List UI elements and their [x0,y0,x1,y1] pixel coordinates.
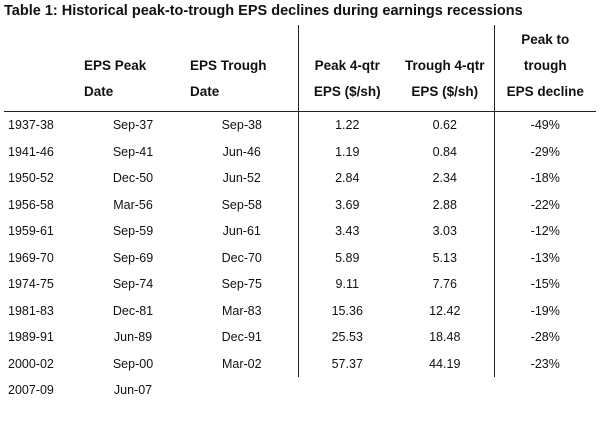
trough-date-cell: Jun-61 [186,218,299,245]
trough-eps-cell: 3.03 [396,218,495,245]
peak-date-cell: Dec-50 [112,171,154,186]
header-period [4,25,80,112]
trough-date-cell: Sep-75 [186,271,299,298]
decline-cell: -23% [530,356,560,371]
trough-eps-cell: 0.62 [396,111,495,139]
peak-date-cell: Sep-37 [112,118,154,133]
peak-date-cell: Dec-81 [112,303,154,318]
peak-eps-cell [298,377,396,404]
peak-eps-cell: 2.84 [335,171,360,186]
header-line: Peak to [521,32,570,47]
peak-eps-cell: 5.89 [335,250,360,265]
table-body: 1937-38 Sep-37 Sep-38 1.22 0.62 -49% 1941-46 Se… [4,111,596,404]
peak-eps-cell: 15.36 [331,303,363,318]
header-line: Date [190,84,220,99]
peak-date-cell: Sep-41 [112,144,154,159]
decline-cell: -22% [530,197,560,212]
trough-date-cell: Mar-02 [186,350,299,377]
decline-cell: -15% [530,277,560,292]
header-peak-eps: Peak 4-qtr EPS ($/sh) [298,25,396,112]
header-row: EPS Peak Date EPS Trough Date Peak 4-qtr… [4,25,596,112]
period-cell: 1959-61 [8,224,54,239]
trough-date-cell: Mar-83 [186,297,299,324]
trough-eps-cell: 2.34 [396,165,495,192]
trough-eps-cell: 12.42 [396,297,495,324]
header-peak-to-trough-decline: Peak to trough EPS decline [494,25,596,112]
trough-date-cell: Jun-46 [186,138,299,165]
header-line: EPS decline [506,84,584,99]
peak-eps-cell: 57.37 [331,356,363,371]
table-row: 2000-02 Sep-00 Mar-02 57.37 44.19 -23% [4,350,596,377]
table-row: 1959-61 Sep-59 Jun-61 3.43 3.03 -12% [4,218,596,245]
header-line: EPS Trough [190,58,267,73]
trough-eps-cell: 44.19 [396,350,495,377]
period-cell: 1956-58 [8,197,54,212]
period-cell: 1941-46 [8,144,54,159]
period-cell: 1937-38 [8,118,54,133]
header-trough-eps: Trough 4-qtr EPS ($/sh) [396,25,495,112]
header-line: EPS ($/sh) [313,84,381,99]
trough-date-cell: Dec-91 [186,324,299,351]
period-cell: 1974-75 [8,277,54,292]
peak-date-cell: Sep-74 [112,277,154,292]
table-row: 1989-91 Jun-89 Dec-91 25.53 18.48 -28% [4,324,596,351]
peak-eps-cell: 25.53 [331,330,363,345]
peak-date-cell: Mar-56 [113,197,153,212]
table-title: Table 1: Historical peak-to-trough EPS d… [4,3,523,19]
trough-date-cell: Sep-58 [186,191,299,218]
header-line: Trough 4-qtr [405,58,485,73]
trough-date-cell: Sep-38 [186,111,299,139]
trough-date-cell: Jun-52 [186,165,299,192]
table-row: 1956-58 Mar-56 Sep-58 3.69 2.88 -22% [4,191,596,218]
table-row: 1941-46 Sep-41 Jun-46 1.19 0.84 -29% [4,138,596,165]
header-eps-peak-date: EPS Peak Date [80,25,186,112]
peak-eps-cell: 9.11 [335,277,359,292]
peak-date-cell: Sep-69 [112,250,154,265]
peak-date-cell: Sep-00 [112,356,154,371]
decline-cell: -13% [530,250,560,265]
header-line: Peak 4-qtr [314,58,380,73]
table-row: 2007-09 Jun-07 [4,377,596,404]
header-line: EPS Peak [84,58,147,73]
peak-date-cell: Jun-89 [113,330,153,345]
decline-cell: -19% [530,303,560,318]
table-row: 1950-52 Dec-50 Jun-52 2.84 2.34 -18% [4,165,596,192]
header-line: EPS ($/sh) [411,84,479,99]
peak-date-cell: Jun-07 [113,383,153,398]
period-cell: 2007-09 [8,383,54,398]
trough-eps-cell [396,377,494,404]
trough-date-cell [186,377,298,404]
trough-eps-cell: 5.13 [396,244,495,271]
table-row: 1981-83 Dec-81 Mar-83 15.36 12.42 -19% [4,297,596,324]
period-cell: 1969-70 [8,250,54,265]
trough-eps-cell: 18.48 [396,324,495,351]
decline-cell: -49% [530,118,560,133]
period-cell: 1989-91 [8,330,54,345]
table-row: 1974-75 Sep-74 Sep-75 9.11 7.76 -15% [4,271,596,298]
peak-eps-cell: 1.19 [335,144,360,159]
header-line: Date [84,84,114,99]
header-line: trough [523,58,567,73]
header-eps-trough-date: EPS Trough Date [186,25,299,112]
peak-date-cell: Sep-59 [112,224,154,239]
decline-cell: -28% [530,330,560,345]
peak-eps-cell: 3.69 [335,197,360,212]
eps-declines-table: EPS Peak Date EPS Trough Date Peak 4-qtr… [4,25,596,404]
decline-cell [494,377,596,404]
trough-eps-cell: 7.76 [396,271,495,298]
peak-eps-cell: 1.22 [335,118,360,133]
period-cell: 1981-83 [8,303,54,318]
trough-date-cell: Dec-70 [186,244,299,271]
decline-cell: -12% [530,224,560,239]
peak-eps-cell: 3.43 [335,224,360,239]
period-cell: 1950-52 [8,171,54,186]
decline-cell: -29% [530,144,560,159]
trough-eps-cell: 0.84 [396,138,495,165]
table-row: 1969-70 Sep-69 Dec-70 5.89 5.13 -13% [4,244,596,271]
table-row: 1937-38 Sep-37 Sep-38 1.22 0.62 -49% [4,111,596,139]
decline-cell: -18% [530,171,560,186]
trough-eps-cell: 2.88 [396,191,495,218]
period-cell: 2000-02 [8,356,54,371]
